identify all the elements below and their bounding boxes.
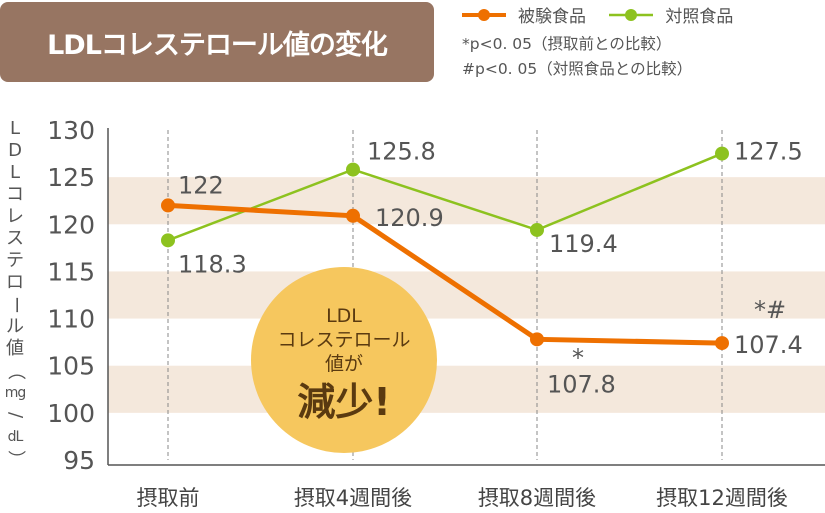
y-axis-label-char: L [9,118,21,139]
annotation-text: 値が [325,353,363,375]
series-line-control [167,152,723,242]
y-tick-label: 105 [47,352,95,381]
y-axis-label-char: D [8,140,22,161]
data-point-control [346,162,360,177]
data-point-test [346,208,360,223]
x-tick-label: 摂取4週間後 [294,486,412,510]
legend-label-control: 対照食品 [665,7,734,27]
data-label: 107.8 [547,370,616,398]
data-label: 122 [178,171,224,199]
y-axis-label-char: ス [6,228,24,249]
y-axis-label-char: レ [6,206,24,227]
chart-title: LDLコレステロール値の変化 [0,2,434,82]
y-tick-label: 110 [47,305,95,334]
data-point-test [161,198,175,213]
data-point-test [530,332,544,347]
y-tick-label: 95 [63,446,95,475]
y-tick-label: 100 [47,399,95,428]
x-tick-label: 摂取前 [137,486,200,510]
data-point-control [530,222,544,237]
grid-band [108,365,825,413]
data-label: 107.4 [734,331,803,359]
y-tick-label: 115 [47,257,95,286]
data-label: 120.9 [375,204,444,232]
data-label: 125.8 [367,138,436,166]
y-axis-label: L D L コレステロール値（mg / dL） [2,118,28,470]
data-label: 119.4 [549,230,618,258]
note-star: *p<0. 05（摂取前との比較） [462,35,672,53]
legend-item-test: 被験食品 [462,2,586,27]
annotation-text: LDL [326,305,362,327]
legend-item-control: 対照食品 [609,2,733,27]
x-tick-label: 摂取12週間後 [656,486,788,510]
x-tick-label: 摂取8週間後 [478,486,596,510]
data-label: 127.5 [734,138,803,166]
y-tick-label: 130 [47,116,95,145]
legend-label-test: 被験食品 [518,7,586,27]
annotation-circle [251,267,437,453]
note-hash: #p<0. 05（対照食品との比較） [462,60,693,78]
y-axis-label-char: L [9,162,21,183]
y-tick-label: 125 [47,163,95,192]
significance-mark: * [572,344,584,372]
annotation-emphasis: 減少! [297,380,390,424]
annotation-text: コレステロール [277,329,410,351]
data-point-test [715,336,729,351]
data-label: 118.3 [178,250,247,278]
legend-marker-test [462,8,506,21]
y-axis-label-char: mg [4,385,27,401]
y-axis-label-char: ル [6,316,24,337]
legend-marker-control [609,8,654,21]
series-line-test [167,202,723,346]
y-axis-label-char: dL [7,429,24,445]
significance-mark: *# [754,296,786,324]
y-tick-label: 120 [47,210,95,239]
y-axis-label-char: ロ [6,272,24,293]
y-axis-label-char: コ [6,184,24,205]
legend: 被験食品 対照食品 [462,2,751,27]
y-axis-label-char: 値 [6,338,24,359]
data-point-control [161,233,175,248]
data-point-control [715,146,729,161]
y-axis-label-char: テ [6,250,24,271]
